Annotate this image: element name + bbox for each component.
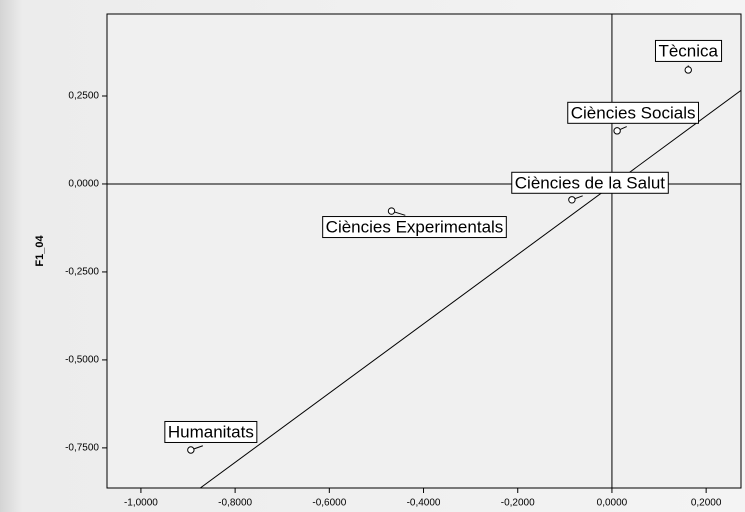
x-tick-label: -0,2000 xyxy=(501,498,535,509)
label-box xyxy=(654,39,723,62)
x-tick-label: 0,2000 xyxy=(691,498,722,509)
label-box xyxy=(567,101,699,124)
point-label: Ciències de la Salut xyxy=(515,173,666,192)
y-tick-label: -0,5000 xyxy=(65,355,99,366)
x-tick-label: -0,8000 xyxy=(218,498,252,509)
y-tick-label: -0,2500 xyxy=(65,267,99,278)
label-box xyxy=(322,216,507,239)
point-label: Humanitats xyxy=(168,422,254,441)
point xyxy=(568,196,576,204)
point-label: Ciències Experimentals xyxy=(326,218,504,237)
x-tick-label: -1,0000 xyxy=(124,498,158,509)
x-tick-label: 0,0000 xyxy=(597,498,628,509)
point xyxy=(187,446,195,454)
point-label: Tècnica xyxy=(658,41,718,60)
plot-area xyxy=(106,13,742,489)
y-axis-label: F1_04 xyxy=(34,235,46,267)
label-box xyxy=(511,171,669,194)
y-tick-label: 0,2500 xyxy=(68,91,99,102)
x-tick-label: -0,6000 xyxy=(312,498,346,509)
point xyxy=(684,66,692,74)
y-tick-label: -0,7500 xyxy=(65,443,99,454)
point-label: Ciències Socials xyxy=(571,103,696,122)
fit-line xyxy=(199,89,741,488)
y-tick-label: 0,0000 xyxy=(68,179,99,190)
label-box xyxy=(164,420,258,443)
point xyxy=(387,207,396,215)
x-tick-label: -0,4000 xyxy=(407,498,441,509)
point xyxy=(613,127,621,135)
